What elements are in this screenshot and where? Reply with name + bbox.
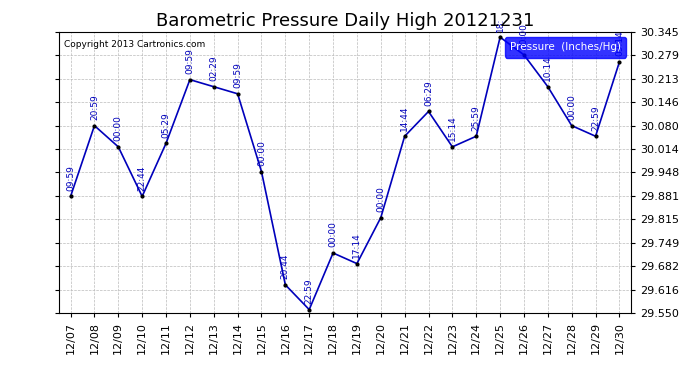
Text: 05:29: 05:29: [161, 112, 170, 138]
Text: 20:59: 20:59: [90, 94, 99, 120]
Text: 22:44: 22:44: [138, 165, 147, 191]
Text: 25:59: 25:59: [472, 105, 481, 130]
Text: 10:14: 10:14: [543, 56, 552, 81]
Text: 02:29: 02:29: [209, 56, 218, 81]
Text: Copyright 2013 Cartronics.com: Copyright 2013 Cartronics.com: [64, 40, 206, 50]
Text: 09:59: 09:59: [66, 165, 75, 191]
Text: 00:00: 00:00: [257, 140, 266, 166]
Text: 09:59: 09:59: [186, 48, 195, 74]
Text: 09:59: 09:59: [233, 62, 242, 88]
Text: 00:00: 00:00: [328, 222, 337, 248]
Title: Barometric Pressure Daily High 20121231: Barometric Pressure Daily High 20121231: [156, 12, 534, 30]
Text: 06:29: 06:29: [424, 80, 433, 106]
Text: 15:14: 15:14: [448, 116, 457, 141]
Text: 17:14: 17:14: [353, 232, 362, 258]
Text: 00:00: 00:00: [376, 186, 385, 212]
Text: 22:59: 22:59: [591, 105, 600, 130]
Text: 18:: 18:: [495, 17, 504, 32]
Text: 09:14: 09:14: [615, 31, 624, 56]
Text: 00:00: 00:00: [114, 116, 123, 141]
Legend: Pressure  (Inches/Hg): Pressure (Inches/Hg): [504, 37, 626, 57]
Text: 00:00: 00:00: [567, 94, 576, 120]
Text: 14:44: 14:44: [400, 105, 409, 130]
Text: 20:44: 20:44: [281, 254, 290, 279]
Text: 00:00: 00:00: [520, 24, 529, 50]
Text: 22:59: 22:59: [305, 278, 314, 304]
